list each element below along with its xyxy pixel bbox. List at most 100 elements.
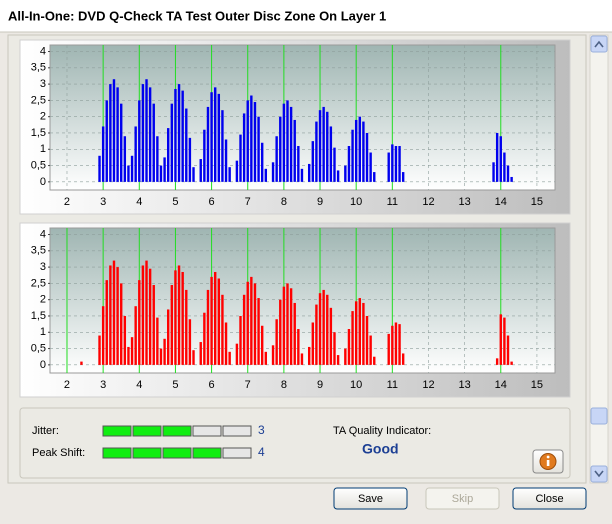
- scroll-down[interactable]: [590, 465, 608, 483]
- bar: [275, 136, 278, 182]
- level-segment-on: [132, 425, 162, 437]
- bar: [297, 329, 300, 365]
- bar: [101, 126, 105, 182]
- bar: [224, 322, 228, 365]
- level-segment-off: [192, 425, 222, 437]
- scroll-down-arrow: [594, 470, 604, 478]
- bar: [235, 343, 239, 365]
- bar: [170, 103, 174, 182]
- bar: [217, 93, 221, 182]
- results-panel: [19, 407, 571, 479]
- bar: [98, 155, 101, 182]
- bar: [322, 289, 325, 365]
- bar: [112, 260, 116, 365]
- bar: [206, 289, 210, 365]
- bar: [506, 165, 510, 182]
- bar: [188, 319, 192, 365]
- bar: [275, 319, 278, 365]
- bar: [264, 168, 268, 182]
- bar: [282, 286, 286, 365]
- save-button-label[interactable]: Save: [358, 493, 383, 505]
- bar: [156, 317, 159, 365]
- bar: [120, 283, 123, 365]
- bar: [192, 167, 195, 182]
- bar: [398, 324, 401, 365]
- x-tick-label: 10: [350, 196, 362, 208]
- bar: [152, 103, 155, 182]
- bar: [315, 304, 318, 365]
- bar: [495, 358, 499, 365]
- bar: [101, 306, 105, 365]
- skip-button: Skip: [425, 487, 500, 510]
- y-tick-label: 1,5: [31, 310, 46, 322]
- x-tick-label: 6: [209, 196, 215, 208]
- bar: [257, 298, 260, 365]
- bar: [217, 278, 221, 365]
- peak-shift-value: 4: [258, 445, 265, 459]
- bar: [286, 283, 289, 365]
- close-button-face[interactable]: [512, 487, 587, 510]
- bar: [289, 288, 293, 365]
- scroll-up-arrow: [594, 40, 604, 48]
- bar: [260, 325, 264, 365]
- jitter-value: 3: [258, 423, 265, 437]
- bar: [250, 276, 253, 365]
- bar: [286, 100, 289, 182]
- x-tick-label: 12: [422, 379, 434, 391]
- bar: [221, 294, 224, 365]
- y-tick-label: 3,5: [31, 245, 46, 257]
- bar: [199, 342, 202, 365]
- bar: [167, 309, 170, 365]
- bar: [127, 165, 130, 182]
- quality-label: TA Quality Indicator:: [333, 425, 431, 437]
- close-button-label[interactable]: Close: [535, 493, 563, 505]
- x-tick-label: 3: [100, 379, 106, 391]
- bar: [311, 141, 315, 182]
- x-tick-label: 4: [136, 379, 142, 391]
- scroll-up[interactable]: [590, 35, 608, 53]
- scrollbar[interactable]: [589, 34, 609, 484]
- bar: [307, 346, 311, 365]
- save-button-face[interactable]: [333, 487, 408, 510]
- level-segment-on: [192, 447, 222, 459]
- y-tick-label: 0,5: [31, 342, 46, 354]
- level-segment-off: [222, 447, 252, 459]
- y-tick-label: 1: [40, 326, 46, 338]
- save-button[interactable]: Save: [333, 487, 408, 510]
- bar: [188, 137, 192, 182]
- x-tick-label: 15: [531, 379, 543, 391]
- y-tick-label: 1: [40, 143, 46, 155]
- scroll-thumb[interactable]: [590, 407, 608, 425]
- skip-button-label: Skip: [452, 493, 473, 505]
- bar: [510, 176, 513, 182]
- x-tick-label: 5: [172, 379, 178, 391]
- x-tick-label: 14: [495, 196, 507, 208]
- bar: [336, 355, 340, 365]
- bar: [401, 353, 405, 365]
- bar: [373, 356, 376, 365]
- bar: [260, 142, 264, 182]
- bar: [134, 306, 137, 365]
- close-button[interactable]: Close: [512, 487, 587, 510]
- x-tick-label: 10: [350, 379, 362, 391]
- bar: [138, 100, 141, 182]
- bar: [152, 285, 155, 365]
- bar: [116, 87, 119, 182]
- bar: [250, 95, 253, 182]
- bar: [300, 353, 304, 365]
- bar: [289, 106, 293, 182]
- bar: [159, 348, 163, 365]
- info-button[interactable]: [532, 449, 564, 474]
- bar: [271, 162, 275, 182]
- bar: [167, 128, 170, 182]
- bar: [326, 294, 329, 365]
- bar: [228, 167, 231, 182]
- y-tick-label: 0,5: [31, 159, 46, 171]
- level-segment-on: [162, 425, 192, 437]
- bar: [329, 307, 333, 365]
- window-title: All-In-One: DVD Q-Check TA Test Outer Di…: [8, 8, 386, 23]
- bar: [391, 144, 394, 182]
- bar: [242, 113, 246, 182]
- bar: [347, 146, 351, 182]
- bar: [506, 335, 510, 365]
